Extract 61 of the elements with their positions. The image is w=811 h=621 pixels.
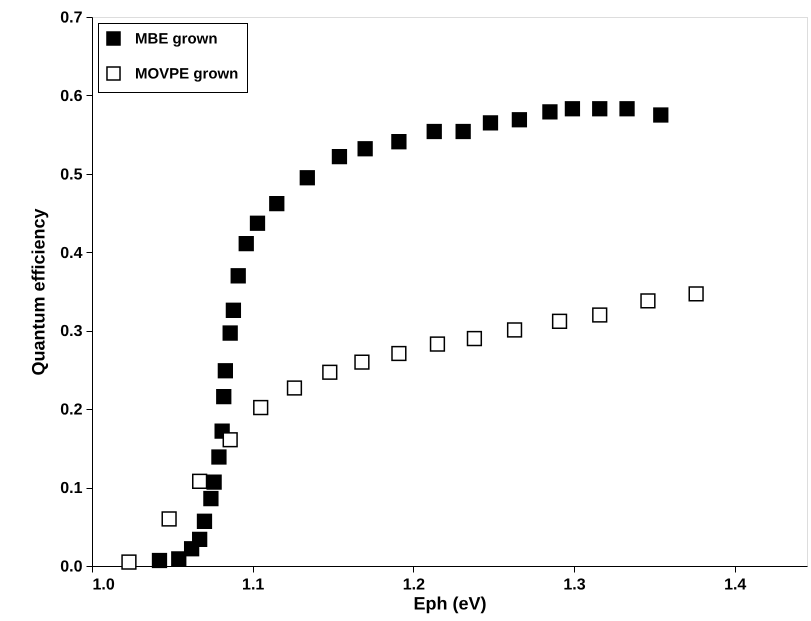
x-tick-label: 1.2 [402, 576, 426, 594]
point [222, 325, 238, 341]
y-tick-label: 0.0 [60, 558, 83, 576]
x-tick-label: 1.0 [92, 576, 115, 594]
point [161, 511, 177, 527]
point [230, 268, 246, 284]
y-tick-label: 0.1 [60, 480, 83, 498]
point [552, 314, 568, 329]
point [391, 346, 407, 362]
point [152, 552, 168, 568]
x-tick-label: 1.3 [563, 576, 586, 594]
point [592, 101, 608, 116]
point [250, 216, 266, 231]
y-tick-label: 0.6 [60, 88, 83, 105]
y-tick-label: 0.2 [60, 402, 83, 419]
point [206, 474, 222, 490]
point [222, 432, 238, 448]
point [564, 101, 580, 116]
point [640, 293, 656, 309]
point [354, 354, 370, 370]
point [332, 148, 348, 164]
point [688, 286, 704, 302]
point [216, 388, 232, 404]
y-tick-label: 0.5 [60, 166, 83, 184]
x-axis-title: Eph (eV) [413, 594, 487, 614]
point [286, 380, 302, 396]
point [211, 449, 227, 465]
point [358, 141, 373, 156]
point [466, 330, 482, 346]
point [542, 104, 558, 120]
point [171, 551, 186, 567]
point [203, 490, 219, 506]
point [192, 474, 208, 489]
y-tick-label: 0.7 [60, 10, 83, 26]
point [482, 115, 498, 131]
legend-label: MBE grown [135, 30, 218, 48]
point [391, 134, 407, 150]
point [592, 307, 608, 323]
point [512, 112, 528, 128]
x-tick-label: 1.4 [724, 576, 746, 594]
point [426, 124, 442, 140]
point [619, 101, 635, 116]
legend-label: MOVPE grown [135, 66, 238, 82]
y-axis-title: Quantum efficiency [28, 208, 48, 376]
x-tick-label: 1.1 [242, 576, 264, 594]
point [238, 236, 254, 252]
point [253, 400, 268, 416]
y-tick-label: 0.3 [60, 323, 83, 340]
y-tick-label: 0.4 [60, 244, 83, 262]
point [226, 302, 242, 318]
point [218, 363, 233, 378]
point [506, 322, 522, 338]
point [653, 107, 668, 123]
point [456, 124, 471, 140]
point [300, 170, 315, 186]
point [121, 554, 137, 570]
point [322, 364, 338, 380]
point [192, 532, 208, 547]
point [196, 514, 212, 529]
point [269, 196, 284, 212]
point [430, 336, 446, 352]
